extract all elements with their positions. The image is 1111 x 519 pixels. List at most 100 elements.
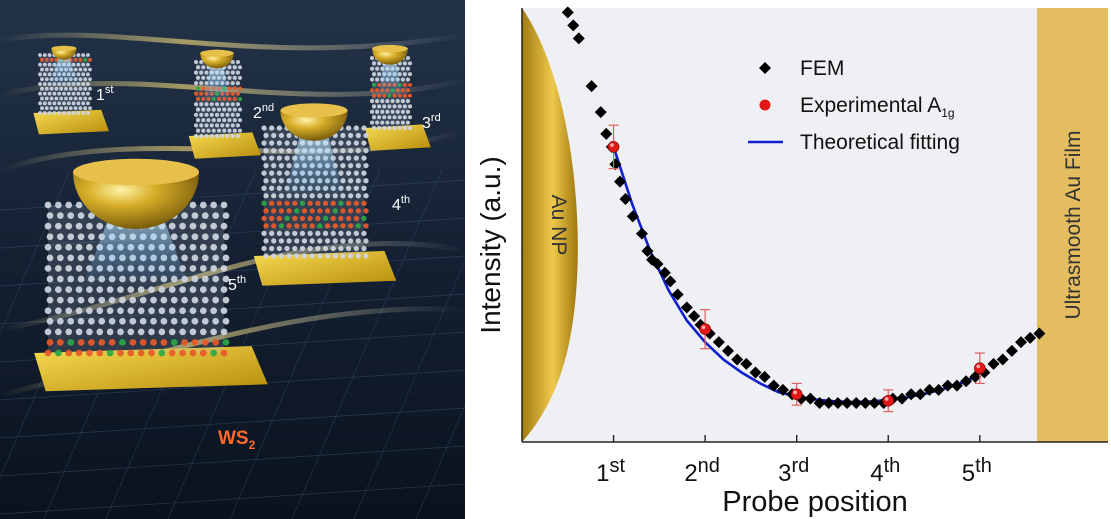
- atom: [235, 91, 241, 96]
- atom: [345, 200, 352, 206]
- atom: [355, 253, 361, 259]
- atom: [77, 212, 85, 219]
- atom: [361, 245, 367, 252]
- atom: [382, 115, 387, 120]
- atom: [230, 123, 235, 128]
- atom: [375, 120, 380, 125]
- atom: [377, 115, 382, 120]
- experimental-point-highlight: [701, 325, 706, 330]
- atom: [52, 62, 57, 67]
- atom: [40, 67, 44, 72]
- atom: [83, 106, 88, 111]
- atom: [284, 155, 290, 161]
- atom: [345, 155, 352, 161]
- atom: [193, 59, 199, 65]
- fem-point: [776, 383, 789, 396]
- atom: [345, 230, 352, 237]
- atom: [199, 307, 207, 315]
- atom: [225, 102, 230, 107]
- atom: [67, 233, 75, 241]
- atom: [210, 286, 218, 293]
- atom: [54, 307, 62, 315]
- atom: [347, 208, 354, 214]
- fem-point: [767, 379, 780, 392]
- gold-substrate: [253, 250, 397, 286]
- atom: [278, 238, 285, 244]
- grid-line: [0, 407, 465, 439]
- atom: [375, 99, 380, 104]
- atom: [353, 140, 359, 146]
- atom: [261, 185, 267, 191]
- atom: [212, 317, 220, 325]
- fem-point: [813, 396, 826, 409]
- order-label-num: 2: [253, 105, 262, 122]
- atom: [355, 163, 361, 169]
- atom: [179, 286, 186, 293]
- atom: [363, 147, 369, 154]
- atom: [75, 243, 83, 251]
- atom: [73, 106, 78, 111]
- atom: [64, 96, 68, 101]
- atom: [271, 223, 277, 229]
- material-base: WS: [218, 428, 249, 449]
- plasmon-beam: [49, 52, 79, 87]
- atom: [199, 133, 204, 139]
- atom: [397, 104, 402, 109]
- atom: [81, 82, 86, 86]
- atom: [278, 253, 285, 259]
- atom: [46, 254, 54, 262]
- atom: [235, 123, 241, 128]
- atom: [307, 245, 313, 252]
- atom: [363, 193, 369, 199]
- atom: [371, 82, 377, 87]
- atom: [129, 296, 137, 304]
- atom: [292, 140, 298, 146]
- atom: [46, 275, 54, 283]
- atom: [405, 55, 411, 61]
- atom: [400, 109, 405, 114]
- atom: [278, 223, 285, 229]
- atom: [44, 349, 52, 357]
- atom: [77, 254, 85, 262]
- fem-point: [572, 32, 585, 45]
- floor-grid: [0, 169, 465, 519]
- atom: [232, 96, 237, 102]
- atom: [189, 243, 197, 251]
- atom: [225, 112, 230, 117]
- atom: [201, 96, 206, 102]
- experimental-point-highlight: [976, 364, 981, 369]
- atom: [347, 193, 354, 199]
- atom: [88, 96, 92, 101]
- atom: [212, 296, 220, 304]
- atom: [160, 296, 168, 304]
- atom: [66, 101, 71, 106]
- atom: [199, 286, 207, 293]
- atom: [214, 123, 220, 128]
- atom: [315, 230, 321, 237]
- atom: [276, 170, 283, 176]
- atom: [49, 106, 54, 111]
- atom: [201, 118, 206, 123]
- atom: [209, 123, 214, 128]
- atom: [47, 91, 52, 96]
- atom: [76, 72, 81, 77]
- atom: [88, 86, 92, 91]
- atom: [119, 339, 126, 346]
- fem-point: [740, 357, 753, 370]
- atom: [62, 91, 66, 96]
- atom: [309, 208, 315, 214]
- atom: [294, 223, 300, 229]
- atom: [363, 208, 369, 214]
- atom: [57, 91, 62, 96]
- atom: [75, 286, 83, 293]
- atom: [286, 163, 292, 169]
- probe-stack: [188, 49, 261, 159]
- fem-point: [619, 192, 632, 205]
- atom: [220, 328, 228, 336]
- fem-point: [731, 353, 744, 366]
- atom: [405, 66, 411, 71]
- atom: [355, 223, 361, 229]
- atom: [230, 81, 235, 86]
- atom: [271, 163, 277, 169]
